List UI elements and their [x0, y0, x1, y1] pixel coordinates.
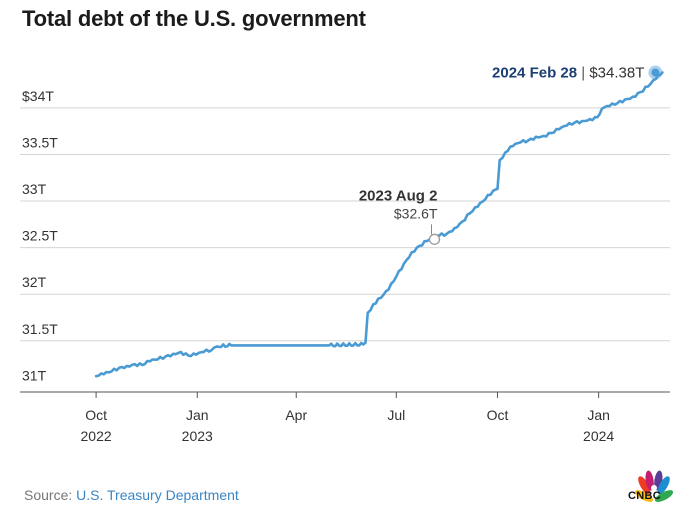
y-tick-label: $34T [22, 88, 54, 104]
annotation-value: $34.38T [589, 65, 644, 82]
x-tick-month: Jan [186, 407, 209, 423]
annotation-marker-filled [651, 68, 660, 77]
annotation-marker-hollow [428, 233, 441, 245]
source-note: Source: U.S. Treasury Department [24, 487, 239, 503]
annotation-date: 2023 Aug 2 [359, 187, 438, 204]
y-tick-label: 33.5T [22, 134, 58, 150]
y-tick-labels: 31T 31.5T 32T 32.5T 33T 33.5T $34T [22, 88, 58, 383]
series [94, 71, 664, 378]
cnbc-wordmark: CNBC [628, 490, 661, 502]
chart-title: Total debt of the U.S. government [22, 6, 366, 31]
y-tick-label: 32.5T [22, 228, 58, 244]
gridlines [20, 107, 670, 342]
x-tick-year: 2023 [182, 428, 213, 444]
annotations: 2023 Aug 2$32.6T 2024 Feb 28 | $34.38T [359, 65, 663, 245]
y-tick-label: 32T [22, 274, 47, 290]
annotation-label: 2024 Feb 28 | $34.38T [492, 65, 644, 82]
annotation-separator: | [581, 65, 589, 82]
axes [20, 391, 670, 398]
y-tick-label: 31T [22, 367, 47, 383]
annotation-value: $32.6T [394, 205, 438, 221]
x-tick-month: Oct [487, 407, 509, 423]
source-link[interactable]: U.S. Treasury Department [76, 487, 239, 503]
x-tick-year: 2022 [81, 428, 112, 444]
x-tick-month: Jan [587, 407, 610, 423]
cnbc-peacock-logo [634, 470, 674, 502]
debt-series-line [94, 71, 664, 378]
x-tick-labels: Oct 2022 Jan 2023 Apr Jul Oct Jan 2024 [81, 407, 615, 444]
y-tick-label: 33T [22, 181, 47, 197]
source-label: Source: [24, 487, 73, 503]
x-tick-month: Oct [85, 407, 107, 423]
x-tick-month: Apr [285, 407, 307, 423]
annotation-date: 2024 Feb 28 [492, 65, 581, 82]
y-tick-label: 31.5T [22, 321, 58, 337]
x-tick-year: 2024 [583, 428, 614, 444]
x-tick-month: Jul [387, 407, 405, 423]
